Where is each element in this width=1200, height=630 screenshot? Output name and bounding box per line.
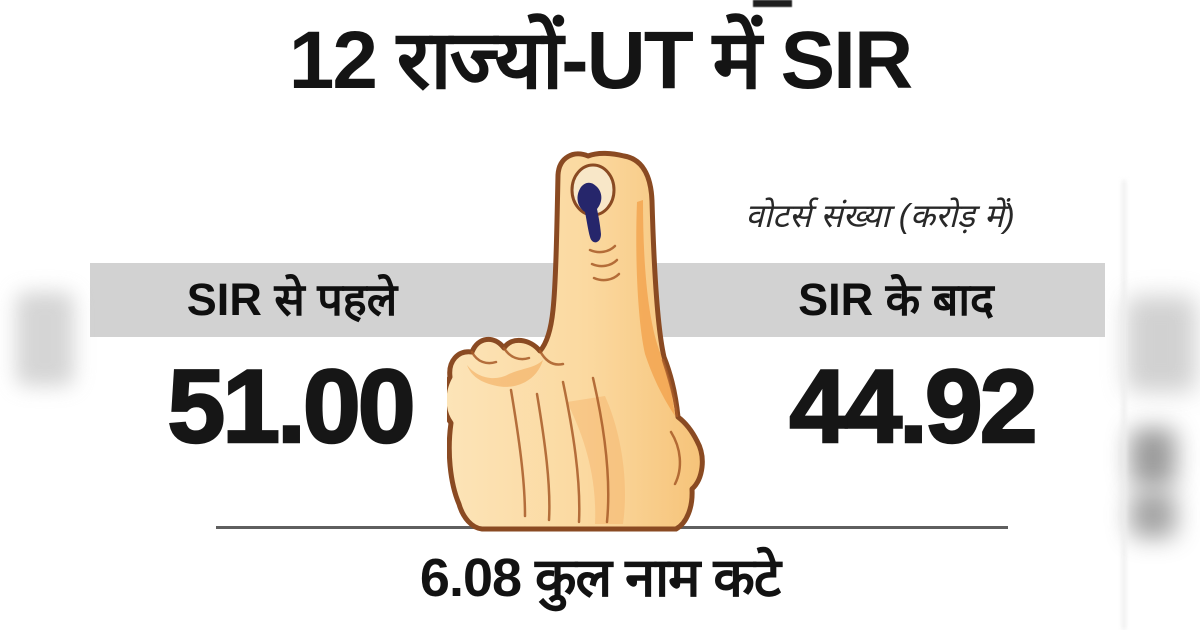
inked-voting-finger-icon [441,150,707,532]
value-before-sir: 51.00 [166,348,417,467]
top-crop-artifact [753,0,792,7]
footer-total-deleted: 6.08 कुल नाम कटे [419,548,781,608]
ink-mark [577,182,602,243]
right-edge-seam [1122,180,1126,630]
label-before-sir: SIR से पहले [186,274,398,325]
value-after-sir: 44.92 [788,348,1039,467]
right-edge-blur-artifact-digit [1130,428,1176,486]
page-title: 12 राज्यों-UT में SIR [288,15,913,106]
left-edge-blur-artifact [16,292,74,386]
label-after-sir: SIR के बाद [798,274,994,325]
right-edge-blur-artifact-digit2 [1130,492,1176,538]
subtitle-voters-unit: वोटर्स संख्या (करोड़ में) [745,197,1015,234]
right-edge-blur-artifact-band [1126,296,1196,392]
